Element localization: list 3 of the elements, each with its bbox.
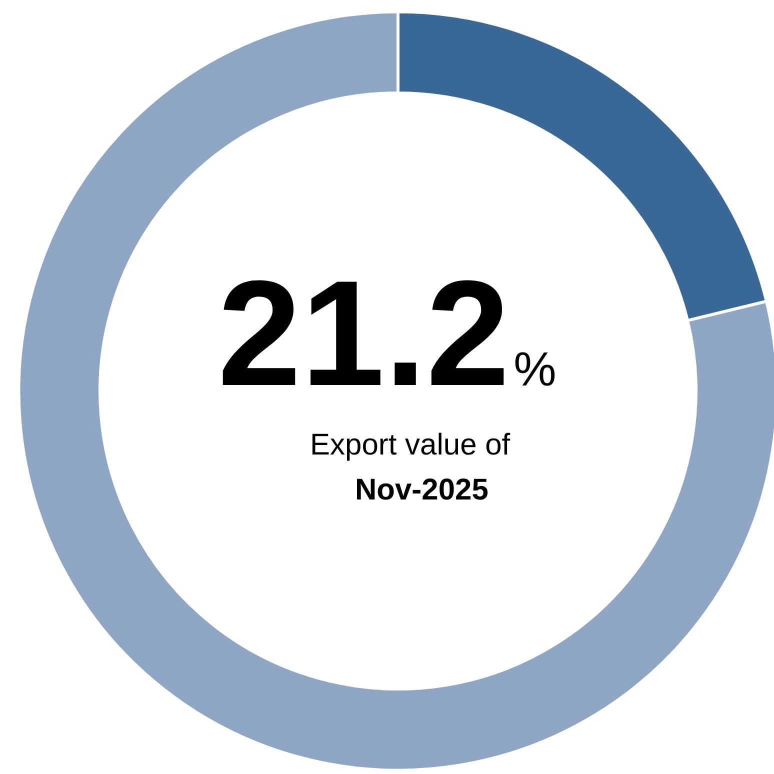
text: Export value of <box>310 428 511 462</box>
text: Nov-2025 <box>355 474 488 506</box>
text: 21.2% <box>218 249 556 417</box>
